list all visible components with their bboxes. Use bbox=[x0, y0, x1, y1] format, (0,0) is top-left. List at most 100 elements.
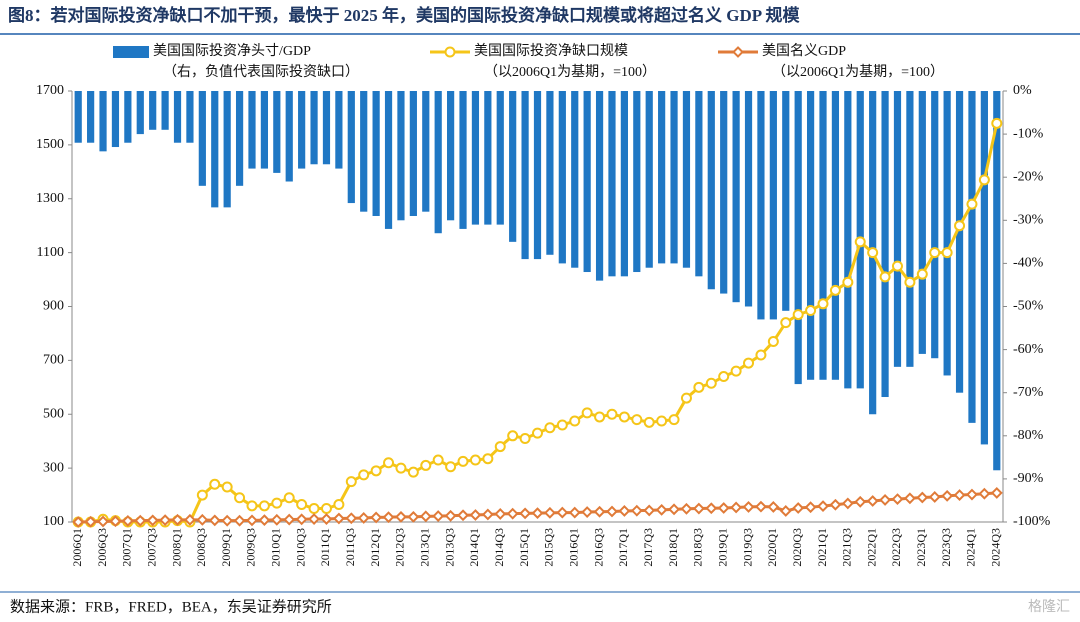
bar bbox=[533, 91, 542, 260]
y-tick-label: 100 bbox=[43, 514, 64, 529]
y-tick-label: 1300 bbox=[36, 191, 64, 206]
bar bbox=[285, 91, 293, 182]
marker bbox=[792, 309, 804, 321]
bar bbox=[595, 91, 604, 281]
x-tick-label: 2022Q1 bbox=[864, 528, 878, 567]
bar bbox=[707, 91, 715, 290]
source: 数据来源：FRB，FRED，BEA，东吴证券研究所 bbox=[10, 598, 332, 615]
y2-tick-label: -40% bbox=[1013, 256, 1044, 271]
marker bbox=[308, 503, 320, 515]
y2-tick-label: -90% bbox=[1013, 471, 1044, 486]
x-tick-label: 2007Q1 bbox=[120, 528, 134, 567]
marker bbox=[444, 509, 457, 522]
marker bbox=[767, 501, 780, 513]
legend-note: （以2006Q1为基期，=100） bbox=[484, 63, 656, 80]
marker bbox=[854, 236, 866, 248]
marker bbox=[817, 500, 829, 513]
bar bbox=[173, 91, 182, 143]
bar bbox=[186, 91, 194, 143]
marker bbox=[84, 515, 97, 528]
marker bbox=[841, 497, 854, 510]
bar bbox=[471, 91, 480, 225]
marker bbox=[767, 336, 779, 348]
bar bbox=[322, 91, 331, 165]
marker bbox=[209, 478, 221, 490]
bar bbox=[893, 91, 902, 367]
y2-tick-label: -100% bbox=[1013, 514, 1051, 529]
x-tick-label: 2021Q1 bbox=[815, 528, 829, 567]
marker bbox=[221, 481, 233, 493]
bar bbox=[136, 91, 144, 135]
bar bbox=[434, 91, 442, 234]
bar bbox=[931, 91, 939, 359]
bar bbox=[670, 91, 678, 264]
marker bbox=[866, 495, 879, 507]
bar bbox=[223, 91, 231, 208]
x-tick-label: 2018Q1 bbox=[666, 528, 680, 567]
marker bbox=[519, 507, 532, 520]
y-tick-label: 500 bbox=[43, 406, 64, 421]
marker bbox=[730, 365, 742, 377]
marker bbox=[867, 247, 879, 259]
bar bbox=[620, 91, 628, 277]
marker bbox=[643, 416, 655, 428]
bar bbox=[732, 91, 740, 303]
x-tick-label: 2015Q3 bbox=[542, 528, 556, 567]
bar bbox=[546, 91, 554, 255]
marker bbox=[730, 501, 743, 514]
bar bbox=[248, 91, 256, 169]
y2-tick-label: -20% bbox=[1013, 169, 1044, 184]
marker bbox=[457, 455, 469, 467]
x-tick-label: 2019Q3 bbox=[740, 528, 754, 567]
marker bbox=[184, 513, 196, 526]
marker bbox=[506, 507, 519, 520]
marker bbox=[593, 505, 606, 518]
marker bbox=[966, 488, 978, 501]
bar bbox=[658, 91, 666, 264]
marker bbox=[743, 357, 755, 369]
marker bbox=[755, 500, 767, 513]
marker bbox=[196, 489, 208, 501]
x-tick-label: 2017Q1 bbox=[616, 528, 630, 567]
marker bbox=[705, 502, 718, 515]
y-tick-label: 700 bbox=[43, 353, 64, 368]
x-tick-label: 2009Q1 bbox=[219, 528, 233, 567]
bar bbox=[757, 91, 765, 320]
bar bbox=[943, 91, 951, 376]
marker bbox=[320, 503, 332, 515]
bar bbox=[993, 91, 1001, 471]
marker bbox=[978, 487, 991, 500]
bar bbox=[844, 91, 852, 389]
marker bbox=[146, 514, 159, 527]
marker bbox=[469, 454, 481, 466]
y-tick-label: 1700 bbox=[36, 83, 64, 98]
marker bbox=[581, 407, 593, 419]
x-tick-label: 2016Q3 bbox=[591, 528, 605, 567]
x-tick-label: 2010Q3 bbox=[293, 528, 307, 567]
marker bbox=[792, 502, 805, 514]
marker bbox=[692, 502, 705, 515]
marker bbox=[680, 392, 692, 404]
marker bbox=[270, 513, 283, 526]
bar bbox=[695, 91, 703, 277]
marker bbox=[668, 414, 680, 426]
marker bbox=[382, 511, 395, 524]
marker bbox=[606, 505, 618, 518]
bar bbox=[682, 91, 691, 268]
marker bbox=[333, 498, 345, 510]
bar bbox=[509, 91, 517, 242]
marker bbox=[97, 515, 109, 528]
bar bbox=[298, 91, 306, 169]
marker bbox=[469, 509, 482, 521]
marker bbox=[569, 415, 581, 427]
marker bbox=[903, 492, 916, 505]
bar bbox=[831, 91, 840, 380]
x-tick-label: 2011Q3 bbox=[343, 528, 357, 566]
x-tick-label: 2024Q3 bbox=[989, 528, 1003, 567]
y2-tick-label: -80% bbox=[1013, 428, 1044, 443]
y2-tick-label: -10% bbox=[1013, 126, 1044, 141]
marker bbox=[742, 501, 755, 513]
marker bbox=[494, 508, 507, 520]
bar bbox=[198, 91, 206, 186]
marker bbox=[929, 247, 941, 259]
